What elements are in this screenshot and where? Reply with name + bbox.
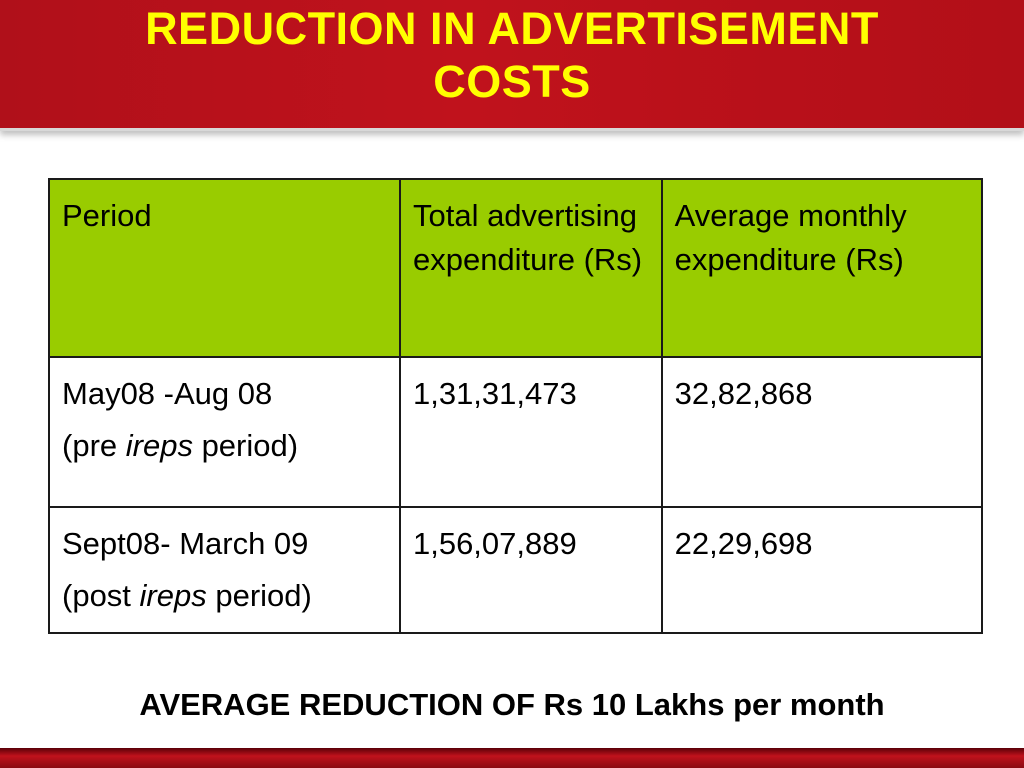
table-row: Sept08- March 09 (post ireps period) 1,5… <box>48 506 984 634</box>
header-period: Period <box>48 178 401 358</box>
cell-total-expenditure: 1,31,31,473 <box>398 356 663 508</box>
bottom-decorative-bar <box>0 748 1024 768</box>
slide-title: REDUCTION IN ADVERTISEMENT COSTS <box>0 2 1024 108</box>
cell-period: May08 -Aug 08 (pre ireps period) <box>48 356 401 508</box>
period-label: (post ireps period) <box>62 568 387 624</box>
period-label: (pre ireps period) <box>62 418 387 474</box>
cell-average-expenditure: 22,29,698 <box>660 506 984 634</box>
period-label-pre: (post <box>62 578 140 613</box>
period-label-ireps: ireps <box>125 428 193 463</box>
period-label-post: period) <box>206 578 312 613</box>
expenditure-table: Period Total advertising expenditure (Rs… <box>48 178 984 634</box>
header-average-expenditure: Average monthly expenditure (Rs) <box>660 178 984 358</box>
summary-statement: AVERAGE REDUCTION OF Rs 10 Lakhs per mon… <box>139 687 885 722</box>
title-bar: REDUCTION IN ADVERTISEMENT COSTS <box>0 0 1024 131</box>
cell-total-expenditure: 1,56,07,889 <box>398 506 663 634</box>
slide-title-line1: REDUCTION IN ADVERTISEMENT <box>145 3 879 54</box>
table-header-row: Period Total advertising expenditure (Rs… <box>48 178 984 358</box>
cell-period: Sept08- March 09 (post ireps period) <box>48 506 401 634</box>
period-range: Sept08- March 09 <box>62 526 309 561</box>
table-row: May08 -Aug 08 (pre ireps period) 1,31,31… <box>48 356 984 508</box>
period-label-post: period) <box>192 428 299 463</box>
period-label-pre: (pre <box>62 428 126 463</box>
header-total-expenditure: Total advertising expenditure (Rs) <box>398 178 663 358</box>
period-label-ireps: ireps <box>139 578 207 613</box>
cell-average-expenditure: 32,82,868 <box>660 356 984 508</box>
slide-title-line2: COSTS <box>433 56 591 107</box>
period-range: May08 -Aug 08 <box>62 376 273 411</box>
